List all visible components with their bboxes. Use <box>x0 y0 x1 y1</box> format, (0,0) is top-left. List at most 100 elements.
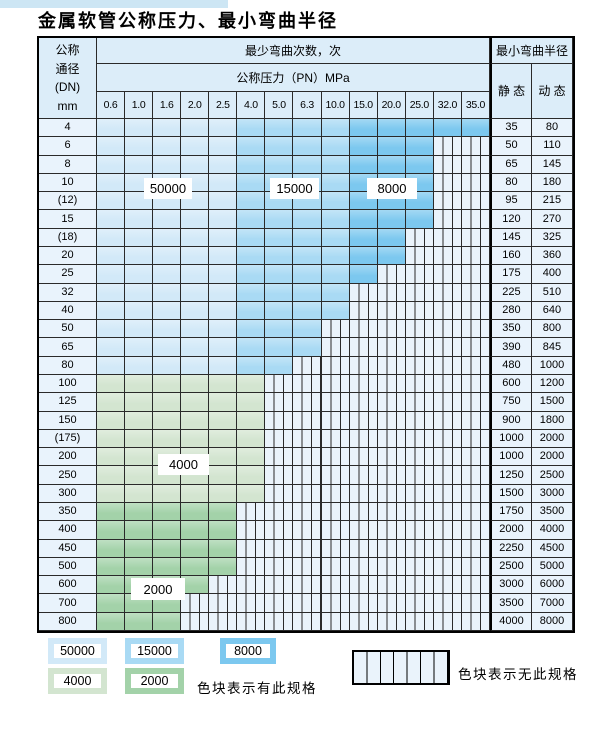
spec-cell <box>377 247 406 266</box>
dynamic-value-cell: 2000 <box>531 429 573 449</box>
dn-cell: 8 <box>39 155 97 174</box>
spec-cell <box>153 155 182 174</box>
dynamic-value-cell: 1500 <box>531 393 573 412</box>
spec-cell <box>97 594 126 613</box>
pressure-col-label: 15.0 <box>349 92 378 119</box>
spec-cell <box>181 283 210 302</box>
no-spec-cell <box>433 429 462 449</box>
static-value-cell: 225 <box>489 283 532 302</box>
spec-cell <box>97 576 126 595</box>
no-spec-cell <box>461 173 490 193</box>
spec-cell <box>349 137 378 156</box>
dn-cell: 40 <box>39 301 97 321</box>
no-spec-cell <box>237 594 266 613</box>
no-spec-cell <box>433 411 462 430</box>
spec-cell <box>125 539 154 558</box>
spec-cell <box>181 557 210 577</box>
legend-swatch-label: 15000 <box>137 644 172 658</box>
spec-cell <box>209 155 238 174</box>
no-spec-cell <box>461 557 490 577</box>
no-spec-cell <box>377 576 406 595</box>
pressure-col-label: 1.6 <box>153 92 182 119</box>
spec-cell <box>265 228 294 247</box>
no-spec-cell <box>377 338 406 357</box>
no-spec-cell <box>405 356 434 375</box>
spec-cell <box>97 411 126 430</box>
pressure-col-label: 6.3 <box>293 92 322 119</box>
spec-cell <box>181 210 210 229</box>
spec-cell <box>237 192 266 211</box>
spec-cell <box>153 521 182 540</box>
spec-cell <box>125 393 154 412</box>
no-spec-cell <box>293 429 322 449</box>
no-spec-cell <box>265 612 294 631</box>
no-spec-cell <box>321 429 350 449</box>
no-spec-cell <box>405 594 434 613</box>
legend-swatch: 8000 <box>220 638 276 664</box>
no-spec-cell <box>209 612 238 631</box>
static-value-cell: 2000 <box>489 521 532 540</box>
no-spec-cell <box>461 466 490 485</box>
spec-cell <box>125 484 154 503</box>
spec-cell <box>97 521 126 540</box>
overlay-label-4000: 4000 <box>158 454 209 475</box>
spec-cell <box>265 119 294 138</box>
no-spec-cell <box>349 448 378 467</box>
spec-cell <box>125 356 154 375</box>
spec-cell <box>125 247 154 266</box>
no-spec-cell <box>349 338 378 357</box>
static-value-cell: 145 <box>489 228 532 247</box>
static-value-cell: 160 <box>489 247 532 266</box>
spec-cell <box>349 247 378 266</box>
no-spec-cell <box>265 466 294 485</box>
no-spec-cell <box>293 521 322 540</box>
no-spec-cell <box>321 411 350 430</box>
spec-cell <box>209 137 238 156</box>
dynamic-value-cell: 3000 <box>531 484 573 503</box>
spec-cell <box>181 320 210 339</box>
no-spec-cell <box>405 411 434 430</box>
spec-cell <box>97 466 126 485</box>
static-value-cell: 480 <box>489 356 532 375</box>
no-spec-cell <box>293 448 322 467</box>
static-header: 静 态 <box>489 64 532 119</box>
spec-cell <box>265 283 294 302</box>
spec-cell <box>209 521 238 540</box>
spec-cell <box>153 484 182 503</box>
no-spec-cell <box>293 612 322 631</box>
static-value-cell: 1000 <box>489 429 532 449</box>
spec-cell <box>321 210 350 229</box>
spec-cell <box>97 301 126 321</box>
spec-cell <box>321 301 350 321</box>
spec-cell <box>349 119 378 138</box>
no-spec-cell <box>433 137 462 156</box>
spec-cell <box>237 247 266 266</box>
no-spec-cell <box>265 484 294 503</box>
legend-no-spec-swatch <box>352 650 450 685</box>
spec-cell <box>405 119 434 138</box>
no-spec-cell <box>433 192 462 211</box>
overlay-label-50000: 50000 <box>144 178 192 199</box>
spec-cell <box>97 356 126 375</box>
no-spec-cell <box>433 173 462 193</box>
spec-cell <box>153 119 182 138</box>
no-spec-cell <box>433 393 462 412</box>
dn-cell: (12) <box>39 192 97 211</box>
spec-cell <box>181 265 210 284</box>
dynamic-value-cell: 1200 <box>531 375 573 394</box>
no-spec-cell <box>237 539 266 558</box>
spec-cell <box>181 411 210 430</box>
dn-cell: 50 <box>39 320 97 339</box>
no-spec-cell <box>461 192 490 211</box>
no-spec-cell <box>265 594 294 613</box>
spec-cell <box>125 466 154 485</box>
spec-cell <box>405 137 434 156</box>
no-spec-cell <box>377 539 406 558</box>
no-spec-cell <box>461 247 490 266</box>
spec-cell <box>97 539 126 558</box>
no-spec-cell <box>433 576 462 595</box>
dn-cell: 200 <box>39 448 97 467</box>
static-value-cell: 350 <box>489 320 532 339</box>
spec-cell <box>209 484 238 503</box>
no-spec-cell <box>265 411 294 430</box>
